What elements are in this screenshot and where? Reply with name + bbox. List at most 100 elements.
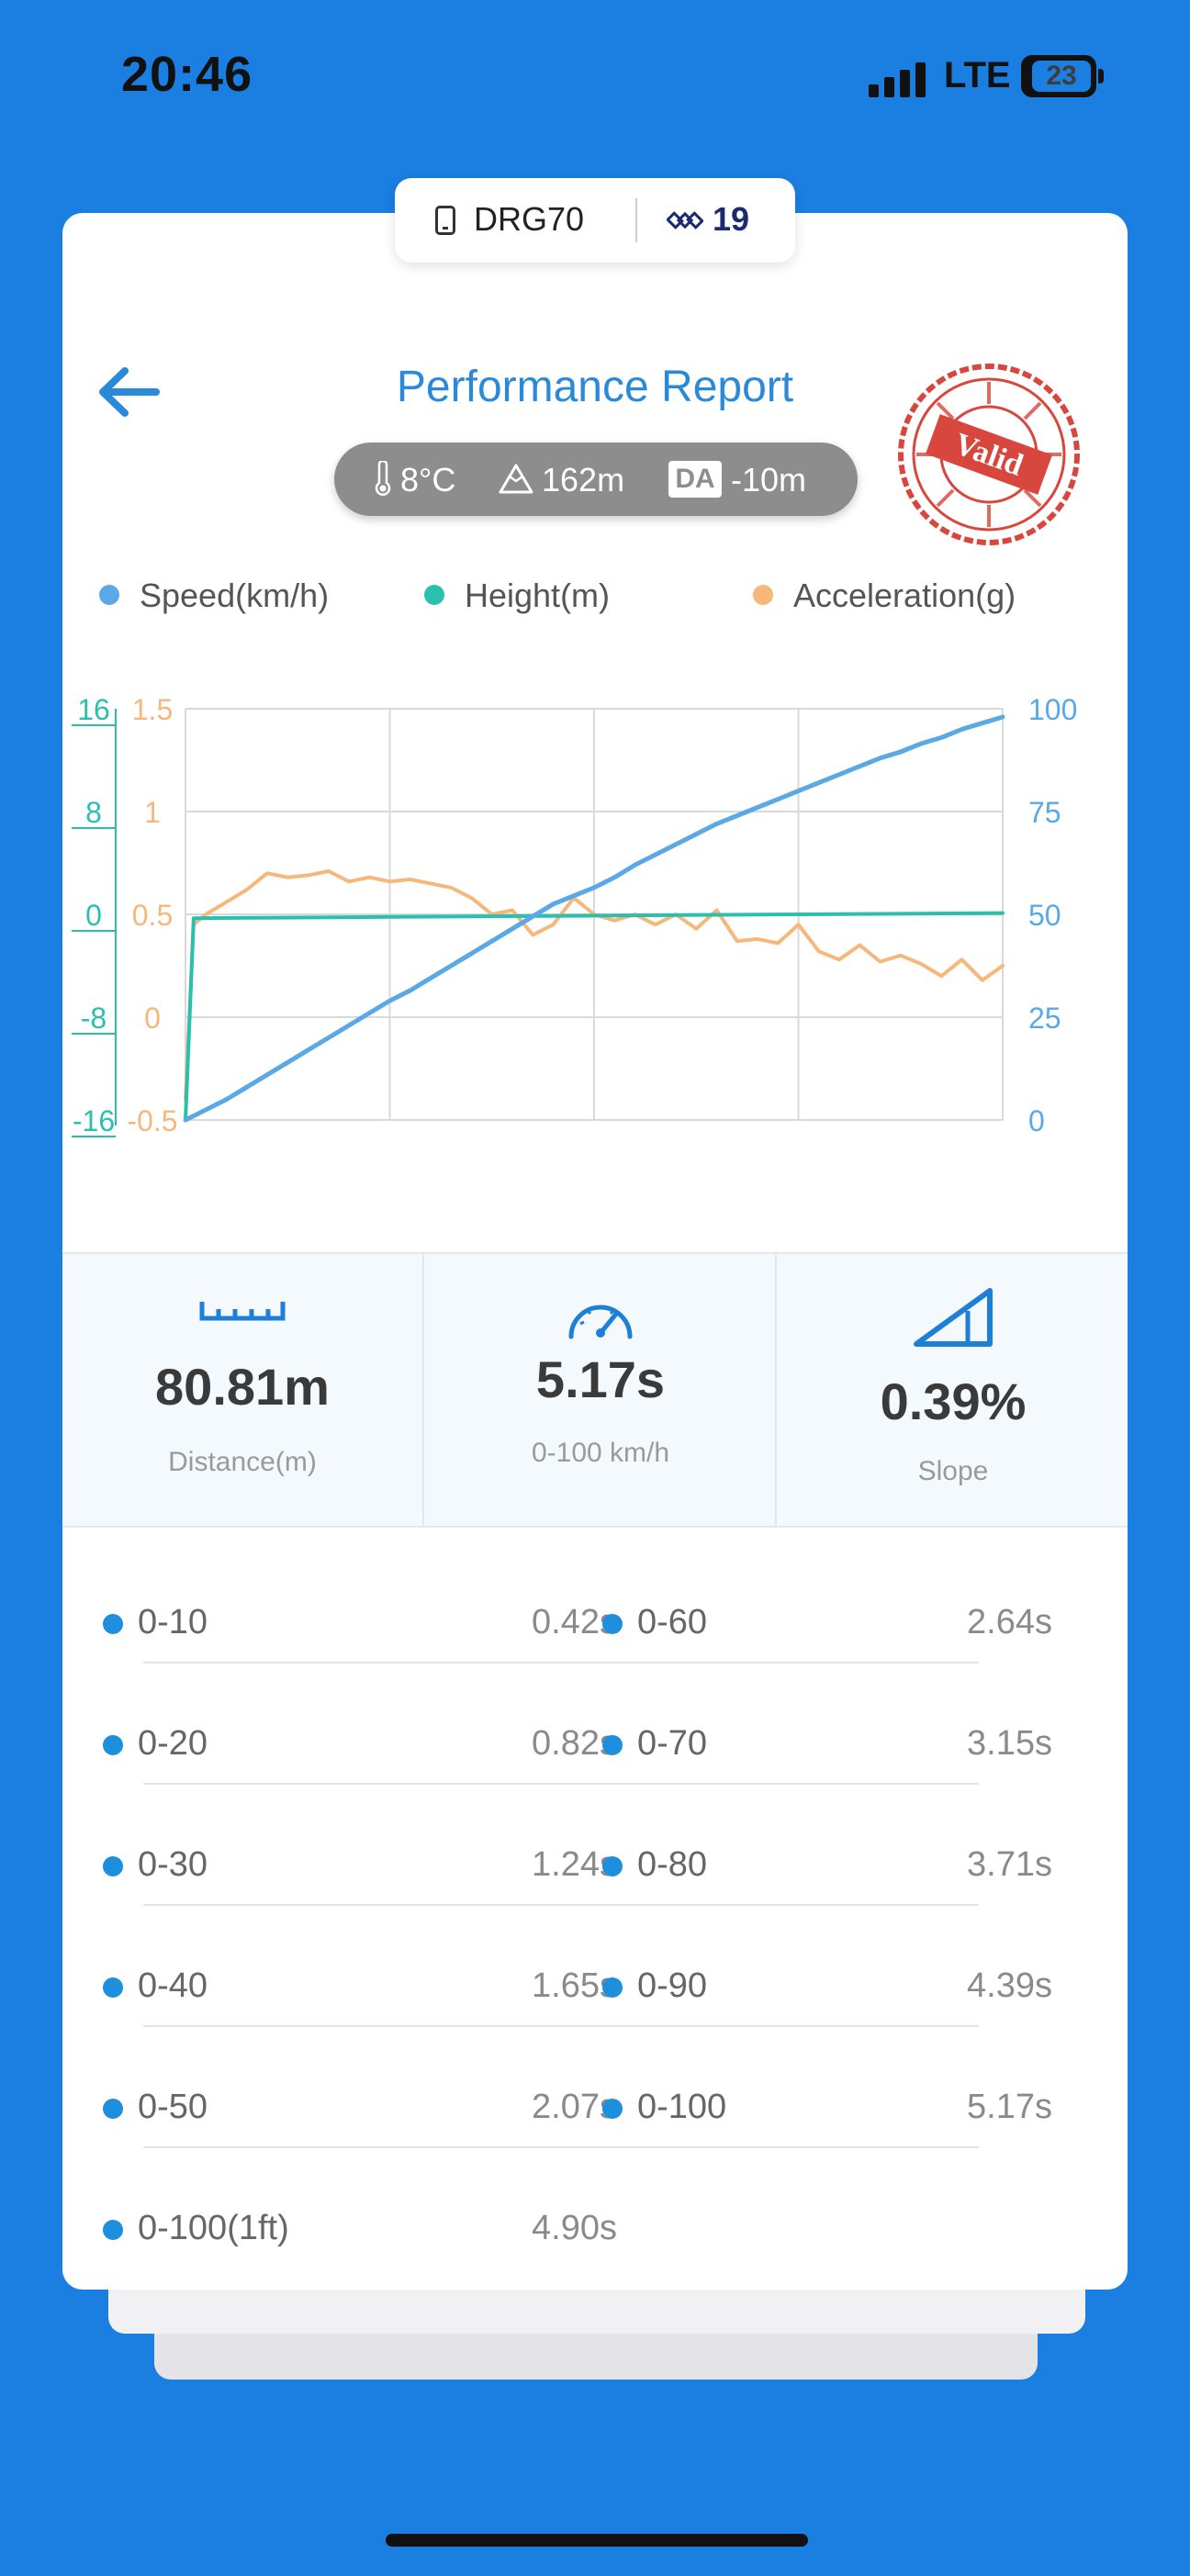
signal-icon bbox=[869, 62, 927, 97]
altitude-value: 162m bbox=[542, 461, 625, 498]
divider bbox=[635, 198, 637, 242]
legend-speed-label: Speed(km/h) bbox=[140, 577, 330, 614]
legend-height-label: Height(m) bbox=[465, 577, 611, 614]
bullet-icon bbox=[103, 1614, 123, 1634]
series-line-speed bbox=[183, 714, 1005, 1123]
speedometer-icon bbox=[568, 1305, 633, 1339]
divider bbox=[143, 1662, 979, 1663]
bullet-icon bbox=[103, 1856, 123, 1876]
satellite-count: 19 bbox=[713, 200, 750, 238]
split-value: 5.17s bbox=[967, 2088, 1052, 2126]
battery-level: 23 bbox=[1032, 61, 1091, 92]
split-value: 1.24s bbox=[532, 1845, 617, 1884]
split-label: 0-60 bbox=[637, 1603, 708, 1641]
acceleration-tick-label: 0.5 bbox=[132, 899, 173, 932]
bullet-icon bbox=[602, 1977, 623, 1998]
split-label: 0-40 bbox=[138, 1966, 208, 2005]
stats-panel: 80.81m Distance(m) 5.17s 0-100 km/h 0.39… bbox=[62, 1252, 1128, 1528]
legend-height[interactable]: Height(m) bbox=[424, 577, 610, 615]
split-row: 0-30 1.24s 0-80 3.71s bbox=[62, 1829, 1128, 1950]
series-line-accel bbox=[184, 869, 1005, 1102]
density-altitude-badge: DA bbox=[668, 461, 722, 498]
home-indicator bbox=[386, 2534, 808, 2547]
speed-tick-label: 50 bbox=[1028, 899, 1061, 932]
series-line-height bbox=[184, 911, 1005, 1122]
divider bbox=[143, 1783, 979, 1785]
height-tick-label: 8 bbox=[85, 796, 102, 829]
acceleration-tick-label: 1.5 bbox=[132, 693, 173, 726]
bullet-icon bbox=[602, 1735, 623, 1755]
report-card: Performance Report 8°C 162m DA -10m Va bbox=[62, 213, 1128, 2290]
valid-stamp: Valid bbox=[898, 364, 1080, 545]
split-label: 0-80 bbox=[637, 1845, 708, 1884]
height-tick-label: -8 bbox=[81, 1002, 107, 1035]
split-label: 0-100 bbox=[637, 2088, 727, 2126]
split-value: 0.42s bbox=[532, 1603, 617, 1641]
split-value: 0.82s bbox=[532, 1724, 617, 1763]
stat-slope-value: 0.39% bbox=[880, 1372, 1027, 1430]
split-label: 0-70 bbox=[637, 1724, 708, 1763]
split-row: 0-20 0.82s 0-70 3.15s bbox=[62, 1708, 1128, 1829]
split-label: 0-20 bbox=[138, 1724, 208, 1763]
page-title: Performance Report bbox=[396, 363, 794, 411]
ruler-icon bbox=[199, 1302, 286, 1321]
battery-icon: 23 bbox=[1021, 55, 1104, 97]
split-value: 3.15s bbox=[967, 1724, 1052, 1763]
split-value: 2.07s bbox=[532, 2088, 617, 2126]
height-tick-label: -16 bbox=[73, 1104, 115, 1137]
legend-speed[interactable]: Speed(km/h) bbox=[99, 577, 329, 615]
thermometer-icon bbox=[375, 461, 391, 496]
back-arrow-icon[interactable] bbox=[92, 360, 165, 424]
acceleration-tick-label: 1 bbox=[144, 796, 161, 829]
split-label: 0-10 bbox=[138, 1603, 208, 1641]
split-value: 3.71s bbox=[967, 1845, 1052, 1884]
device-name: DRG70 bbox=[474, 200, 585, 238]
height-tick-label: 0 bbox=[85, 899, 102, 932]
speed-tick-label: 25 bbox=[1028, 1002, 1061, 1035]
device-badge[interactable]: DRG70 19 bbox=[395, 178, 795, 263]
split-value: 2.64s bbox=[967, 1603, 1052, 1641]
bullet-icon bbox=[602, 2099, 623, 2119]
performance-chart: 16 8 0 -8 -16 1.5 1 0.5 0 -0.5 100 75 50 25 0 bbox=[72, 693, 1077, 1137]
speed-tick-label: 75 bbox=[1028, 796, 1061, 829]
stat-distance-value: 80.81m bbox=[155, 1358, 330, 1416]
chart-legend: Speed(km/h) Height(m) Acceleration(g) bbox=[62, 577, 1128, 622]
stat-slope-label: Slope bbox=[917, 1456, 989, 1486]
split-row: 0-40 1.65s 0-90 4.39s bbox=[62, 1950, 1128, 2071]
split-label: 0-30 bbox=[138, 1845, 208, 1884]
network-type: LTE bbox=[944, 55, 1011, 95]
mountain-icon bbox=[499, 464, 533, 494]
bullet-icon bbox=[103, 2220, 123, 2240]
stat-acceleration-time-label: 0-100 km/h bbox=[531, 1438, 670, 1468]
speed-tick-label: 0 bbox=[1028, 1104, 1045, 1137]
stat-slope: 0.39% Slope bbox=[775, 1254, 1128, 1526]
split-value: 1.65s bbox=[532, 1966, 617, 2005]
status-bar: 20:46 LTE 23 bbox=[0, 0, 1190, 156]
temperature-value: 8°C bbox=[400, 461, 456, 498]
split-row: 0-100(1ft) 4.90s bbox=[62, 2192, 1128, 2290]
speed-tick-label: 100 bbox=[1028, 693, 1077, 726]
bullet-icon bbox=[103, 1735, 123, 1755]
acceleration-tick-label: -0.5 bbox=[127, 1104, 177, 1137]
split-row: 0-50 2.07s 0-100 5.17s bbox=[62, 2071, 1128, 2192]
split-row: 0-10 0.42s 0-60 2.64s bbox=[62, 1586, 1128, 1708]
bullet-icon bbox=[602, 1614, 623, 1634]
stat-distance: 80.81m Distance(m) bbox=[62, 1254, 422, 1526]
acceleration-tick-label: 0 bbox=[144, 1002, 161, 1035]
legend-acceleration[interactable]: Acceleration(g) bbox=[753, 577, 1016, 615]
stat-acceleration-time-value: 5.17s bbox=[535, 1350, 666, 1408]
divider bbox=[143, 2025, 979, 2027]
split-label: 0-100(1ft) bbox=[138, 2209, 289, 2247]
phone-icon bbox=[435, 206, 455, 235]
split-label: 0-50 bbox=[138, 2088, 208, 2126]
divider bbox=[143, 1904, 979, 1906]
bullet-icon bbox=[103, 1977, 123, 1998]
status-time: 20:46 bbox=[121, 47, 253, 102]
split-value: 4.90s bbox=[532, 2209, 617, 2247]
satellite-icon bbox=[667, 211, 703, 230]
stat-acceleration-time: 5.17s 0-100 km/h bbox=[422, 1254, 777, 1526]
stat-distance-label: Distance(m) bbox=[168, 1447, 317, 1477]
density-altitude-value: -10m bbox=[731, 461, 807, 498]
slope-icon bbox=[914, 1288, 993, 1347]
legend-acceleration-label: Acceleration(g) bbox=[793, 577, 1016, 614]
